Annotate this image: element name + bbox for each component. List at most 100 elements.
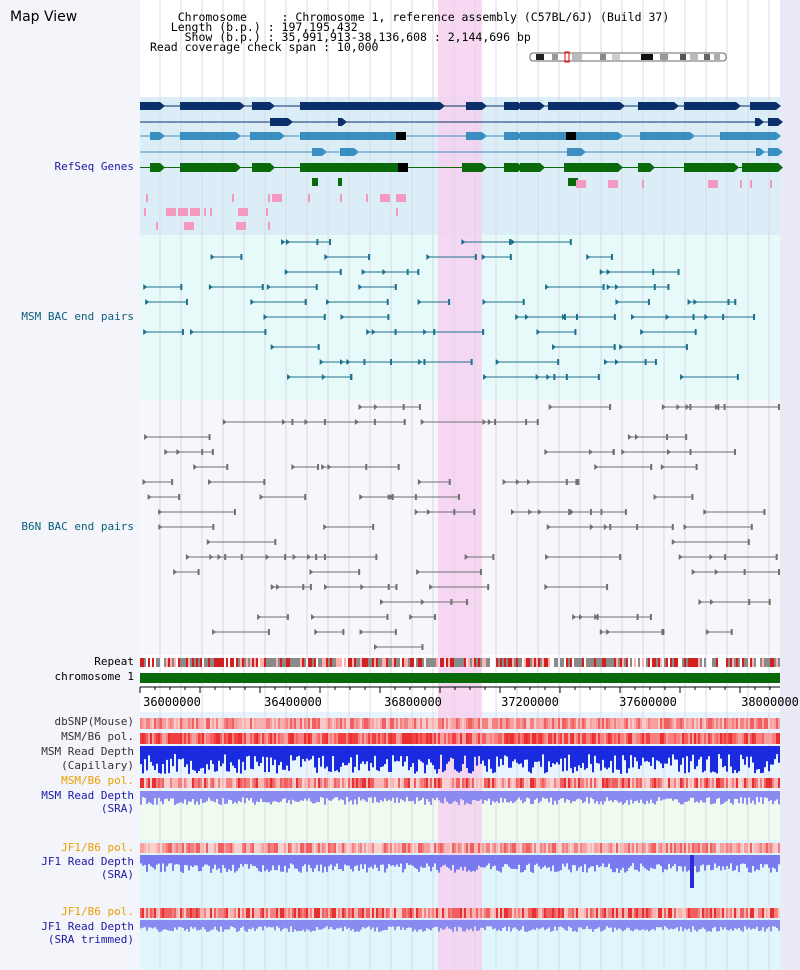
msm-depth-sra-bar <box>772 791 774 805</box>
dbsnp-cell <box>682 718 684 729</box>
jf1-depth-sra-bar <box>316 855 318 865</box>
jf1-depth-sra-bar <box>612 855 614 873</box>
repeat-block <box>292 658 294 667</box>
msm-depth-cap-bar <box>670 746 672 766</box>
jf1-depth-trim-bar <box>778 920 780 931</box>
msm-depth-cap-bar <box>232 746 234 766</box>
msm-depth-sra-bar <box>674 791 676 800</box>
jf1-depth-sra-bar <box>646 855 648 870</box>
jf1-depth-trim-bar <box>594 920 596 930</box>
jf1-b6-pol-cell <box>448 843 450 853</box>
b6n-bac-end <box>267 629 270 635</box>
msm-depth-sra-bar <box>466 791 468 803</box>
b6n-bac-end <box>709 554 714 560</box>
msm-b6-pol2-cell <box>734 778 736 788</box>
jf1-b6-pol-cell <box>706 843 708 853</box>
msm-depth-cap-label-2: (Capillary) <box>61 759 134 772</box>
jf1-b6-pol2-cell <box>522 908 524 918</box>
repeat-block <box>158 658 160 667</box>
msm-depth-sra-bar <box>624 791 626 803</box>
jf1-b6-pol-cell <box>236 843 238 853</box>
repeat-block <box>554 658 556 667</box>
msm-b6-pol2-cell <box>234 778 236 788</box>
msm-bac-end <box>185 299 188 305</box>
jf1-b6-pol2-cell <box>154 908 156 918</box>
dbsnp-cell <box>612 718 614 729</box>
repeat-block <box>294 658 296 667</box>
msm-b6-pol-cell <box>404 733 406 744</box>
b6n-bac-end <box>548 404 553 410</box>
jf1-depth-trim-bar <box>630 920 632 931</box>
msm-b6-pol-cell <box>392 733 394 744</box>
jf1-depth-trim-bar <box>732 920 734 931</box>
jf1-b6-pol-cell <box>326 843 328 853</box>
msm-b6-pol-cell <box>140 733 142 744</box>
msm-b6-pol-cell <box>388 733 390 744</box>
msm-b6-pol2-cell <box>538 778 540 788</box>
refseq-pink-tick <box>272 194 282 202</box>
jf1-b6-pol-cell <box>502 843 504 853</box>
dbsnp-cell <box>642 718 644 729</box>
dbsnp-cell <box>358 718 360 729</box>
b6n-bac-end <box>685 404 690 410</box>
msm-depth-cap-bar <box>624 746 626 761</box>
msm-b6-pol-cell <box>278 733 280 744</box>
jf1-b6-pol-cell <box>182 843 184 853</box>
msm-depth-sra-bar <box>358 791 360 798</box>
jf1-depth-sra-bar <box>424 855 426 868</box>
jf1-b6-pol2-cell <box>732 908 734 918</box>
dbsnp-cell <box>472 718 474 729</box>
repeat-block <box>250 658 252 667</box>
repeat-block <box>568 658 570 667</box>
dbsnp-cell <box>350 718 352 729</box>
msm-b6-pol-cell <box>536 733 538 744</box>
msm-b6-pol-cell <box>736 733 738 744</box>
msm-b6-pol2-cell <box>624 778 626 788</box>
jf1-b6-pol2-cell <box>198 908 200 918</box>
jf1-b6-pol2-cell <box>758 908 760 918</box>
msm-b6-pol-cell <box>628 733 630 744</box>
jf1-depth-sra-bar <box>672 855 674 867</box>
msm-b6-pol-cell <box>328 733 330 744</box>
repeat-block <box>732 658 734 667</box>
refseq-green-arrow <box>650 163 655 172</box>
msm-b6-pol-cell <box>632 733 634 744</box>
jf1-b6-pol2-cell <box>554 908 556 918</box>
msm-b6-pol2-cell <box>228 778 230 788</box>
jf1-depth-sra-bar <box>430 855 432 872</box>
dbsnp-cell <box>194 718 196 729</box>
msm-b6-pol-cell <box>374 733 376 744</box>
msm-b6-pol2-cell <box>284 778 286 788</box>
jf1-b6-pol2-cell <box>364 908 366 918</box>
jf1-depth-trim-bar <box>554 920 556 927</box>
dbsnp-cell <box>336 718 338 729</box>
msm-b6-pol2-cell <box>226 778 228 788</box>
jf1-b6-pol-cell <box>282 843 284 853</box>
msm-b6-pol2-cell <box>190 778 192 788</box>
jf1-depth-trim-bar <box>532 920 534 929</box>
msm-bac-end <box>366 329 371 335</box>
msm-b6-pol2-cell <box>142 778 144 788</box>
b6n-bac-end <box>420 599 425 605</box>
msm-b6-pol-cell <box>662 733 664 744</box>
jf1-b6-pol-cell <box>532 843 534 853</box>
jf1-b6-pol-cell <box>722 843 724 853</box>
b6n-bac-end <box>323 554 326 560</box>
repeat-block <box>670 658 672 667</box>
jf1-depth-trim-bar <box>390 920 392 928</box>
jf1-depth-sra-bar <box>290 855 292 864</box>
msm-depth-sra-bar <box>472 791 474 800</box>
repeat-block <box>242 658 244 667</box>
jf1-depth-trim-bar <box>216 920 218 931</box>
jf1-depth-sra-bar <box>578 855 580 868</box>
jf1-depth-trim-bar <box>142 920 144 928</box>
jf1-depth-trim-bar <box>318 920 320 930</box>
jf1-depth-sra-bar <box>306 855 308 872</box>
jf1-b6-pol2-cell <box>248 908 250 918</box>
jf1-depth-sra-bar <box>504 855 506 864</box>
msm-depth-cap-bar <box>308 746 310 761</box>
jf1-depth-trim-bar <box>772 920 774 927</box>
msm-depth-cap-bar <box>742 746 744 760</box>
